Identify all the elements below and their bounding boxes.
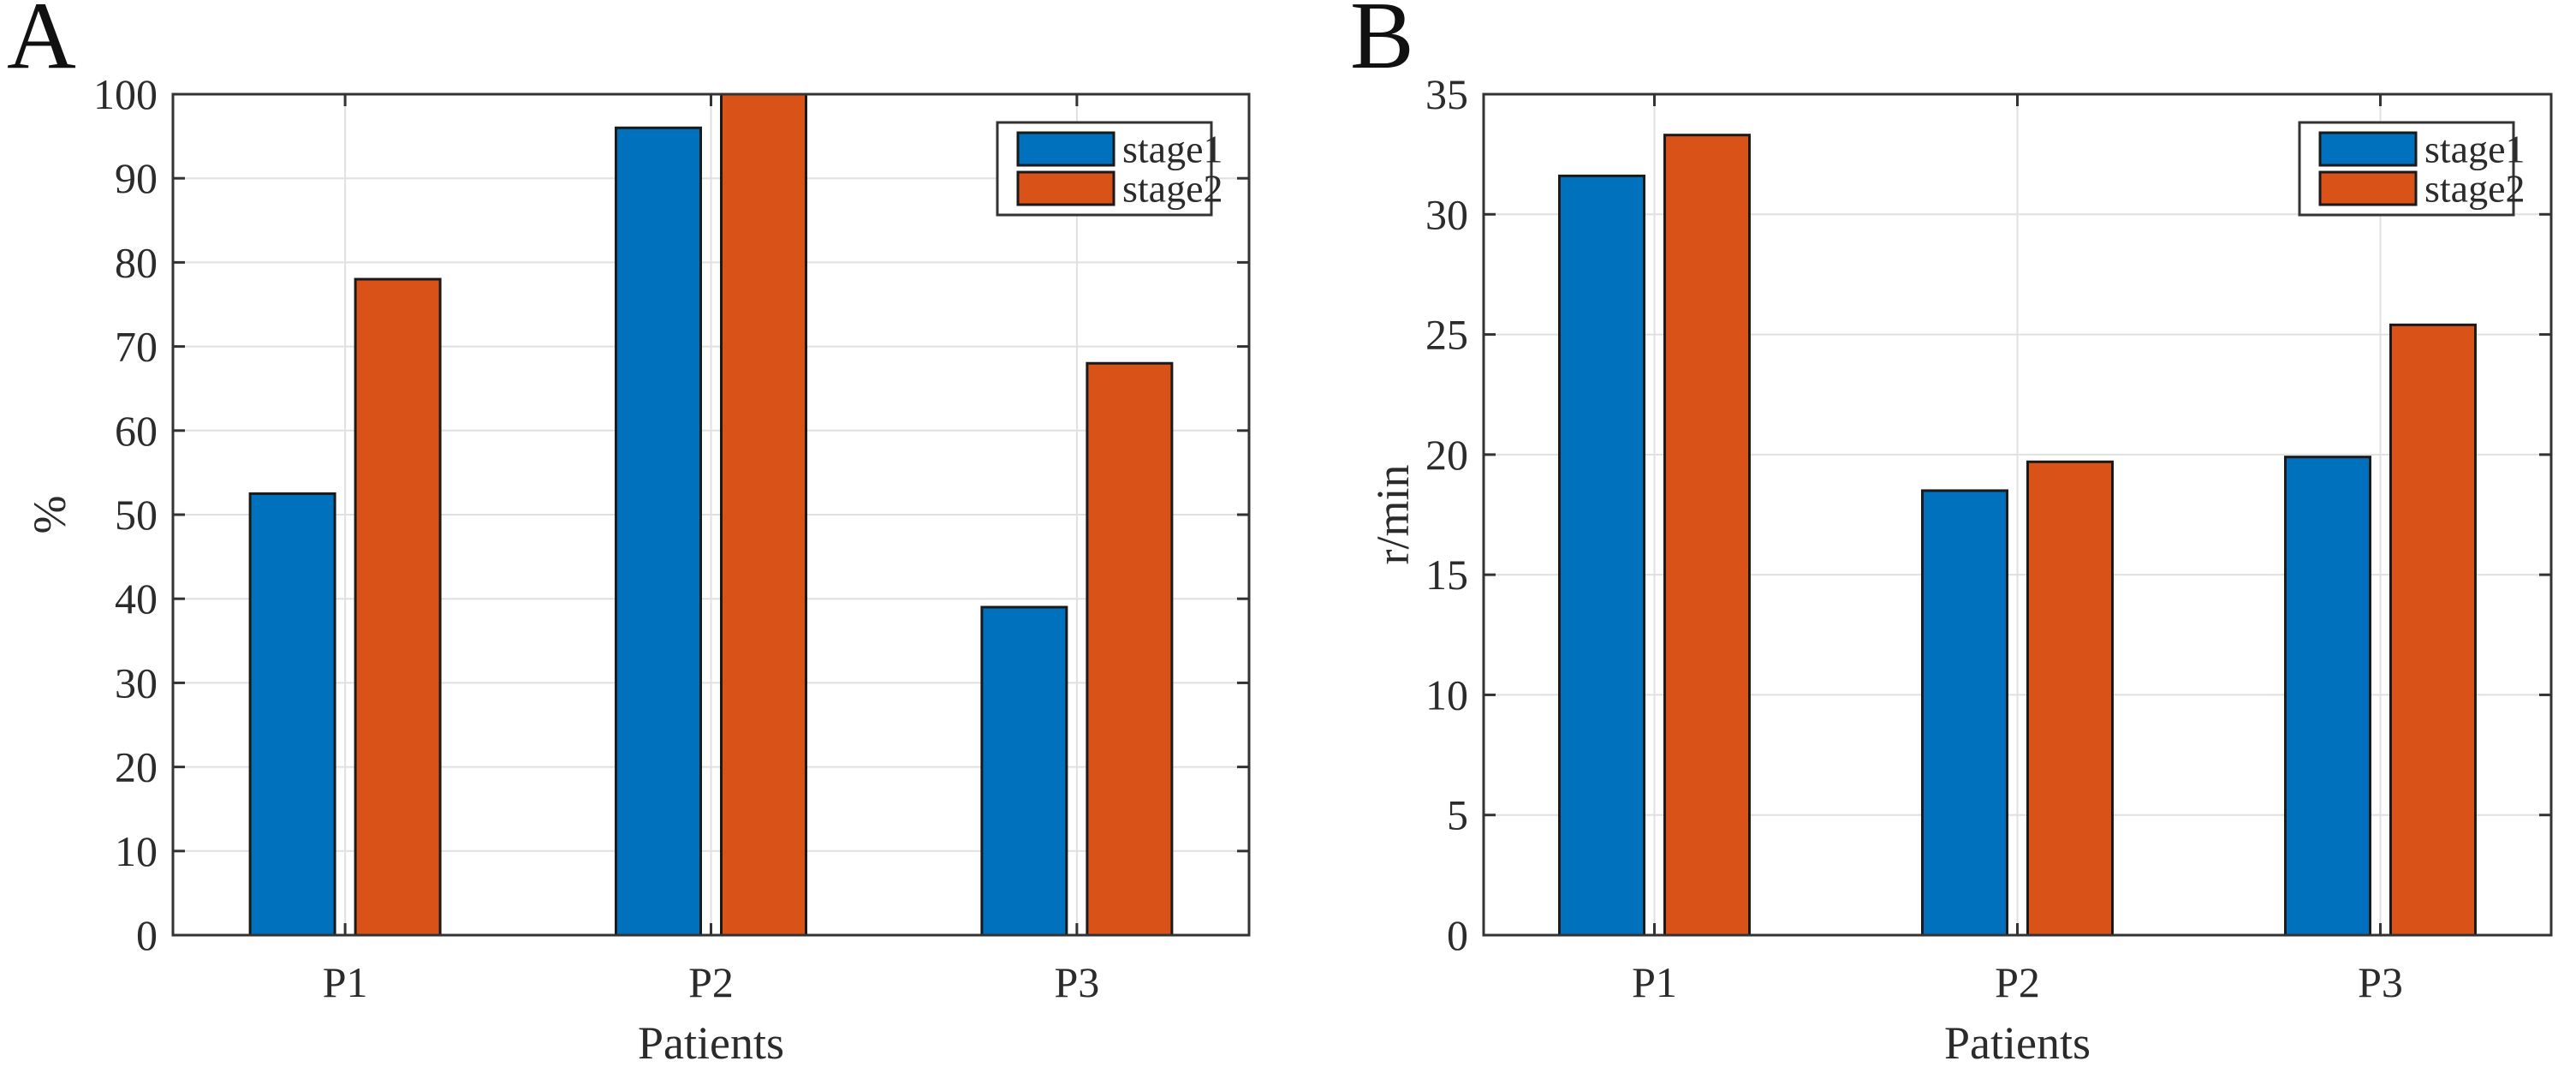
legend-label-stage1: stage1	[2424, 128, 2525, 171]
legend-swatch-stage2	[2318, 170, 2418, 206]
legend-swatch-stage1	[2318, 131, 2418, 167]
legend-label-stage2: stage2	[1122, 167, 1223, 211]
y-tick-label: 35	[1425, 70, 1468, 118]
y-tick-label: 5	[1447, 791, 1468, 839]
bar-stage1-P3	[2283, 456, 2371, 937]
y-tick-label: 70	[115, 323, 158, 371]
y-tick-label: 0	[136, 911, 158, 959]
y-tick-label: 20	[115, 743, 158, 791]
x-tick-label: P1	[323, 958, 368, 1006]
x-axis-label: Patients	[1944, 1017, 2091, 1069]
bar-stage2-P2	[720, 92, 807, 937]
bar-stage1-P3	[980, 605, 1068, 937]
bar-stage2-P3	[2389, 323, 2477, 937]
bar-chart-a: 0 10 20 30 40 50 60 70 80 90 100 P1 P2 P3 Patients% sta…	[24, 70, 1251, 1069]
bar-stage1-P2	[1921, 489, 2008, 937]
y-tick-label: 15	[1425, 551, 1468, 599]
y-tick-label: 90	[115, 154, 158, 202]
bar-stage1-P1	[1558, 174, 1646, 937]
x-tick-label: P3	[1054, 958, 1099, 1006]
y-tick-label: 50	[115, 491, 158, 539]
y-tick-label: 10	[115, 827, 158, 875]
legend-label-stage2: stage2	[2424, 167, 2525, 211]
legend-swatch-stage2	[1016, 170, 1115, 206]
panel-a: A 0 10 20 30 40 50 60 70 80 90 100 P1 P2 P3 Patients% s…	[7, 0, 1251, 1069]
x-tick-label: P2	[688, 958, 734, 1006]
bar-stage2-P2	[2026, 460, 2114, 937]
y-tick-label: 100	[93, 70, 158, 118]
bar-stage1-P1	[248, 492, 336, 937]
y-tick-label: 20	[1425, 431, 1468, 479]
y-tick-label: 10	[1425, 671, 1468, 718]
x-axis-label: Patients	[638, 1017, 784, 1069]
x-tick-label: P2	[1995, 958, 2040, 1006]
x-tick-label: P1	[1632, 958, 1677, 1006]
y-axis-label: r/min	[1367, 465, 1419, 565]
y-axis-label: %	[24, 496, 75, 534]
y-tick-label: 30	[1425, 190, 1468, 238]
panel-b: B 0 5 10 15 20 25 30 35 P1 P2 P3 Patients r/min stage…	[1288, 0, 2576, 1073]
y-tick-label: 40	[115, 575, 158, 623]
bar-stage2-P1	[354, 277, 442, 937]
y-tick-label: 80	[115, 238, 158, 286]
bar-stage2-P1	[1663, 134, 1752, 937]
x-tick-label: P3	[2358, 958, 2403, 1006]
legend-swatch-stage1	[1016, 131, 1115, 167]
bar-stage1-P2	[615, 126, 702, 937]
legend-label-stage1: stage1	[1122, 128, 1223, 171]
panel-label-a: A	[7, 0, 76, 89]
y-tick-label: 0	[1447, 911, 1468, 959]
y-tick-label: 25	[1425, 311, 1468, 359]
y-tick-label: 30	[115, 659, 158, 706]
bar-chart-b: 0 5 10 15 20 25 30 35 P1 P2 P3 Patients r/min stage1s…	[1367, 70, 2553, 1069]
bar-stage2-P3	[1086, 361, 1174, 937]
y-tick-label: 60	[115, 407, 158, 455]
panel-label-b: B	[1350, 0, 1414, 89]
